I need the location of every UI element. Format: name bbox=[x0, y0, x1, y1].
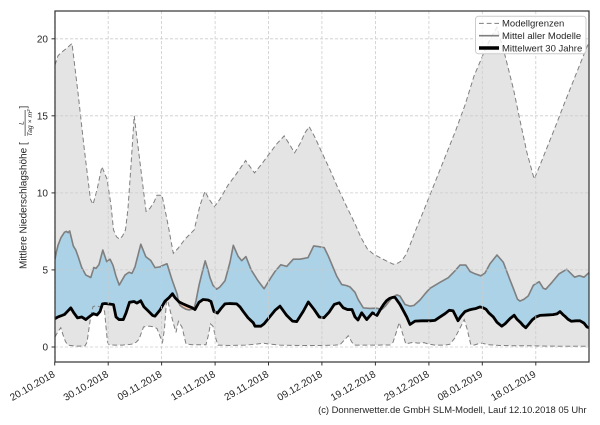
svg-text:20: 20 bbox=[37, 34, 49, 45]
svg-text:Modellgrenzen: Modellgrenzen bbox=[502, 19, 564, 30]
svg-text:L: L bbox=[18, 121, 25, 125]
svg-text:15: 15 bbox=[37, 111, 49, 122]
svg-text:Mittelwert 30 Jahre: Mittelwert 30 Jahre bbox=[502, 43, 582, 54]
svg-text:Mittlere Niederschlagshöhe [: Mittlere Niederschlagshöhe [ bbox=[19, 142, 30, 269]
svg-text:(c) Donnerwetter.de GmbH SLM-M: (c) Donnerwetter.de GmbH SLM-Modell, Lau… bbox=[318, 404, 586, 415]
svg-text:0: 0 bbox=[42, 343, 48, 354]
svg-text:]: ] bbox=[19, 106, 30, 109]
svg-text:10: 10 bbox=[37, 188, 49, 199]
svg-text:Tag × m²: Tag × m² bbox=[27, 109, 34, 136]
svg-text:5: 5 bbox=[42, 265, 48, 276]
svg-text:Mittel aller Modelle: Mittel aller Modelle bbox=[502, 31, 581, 42]
